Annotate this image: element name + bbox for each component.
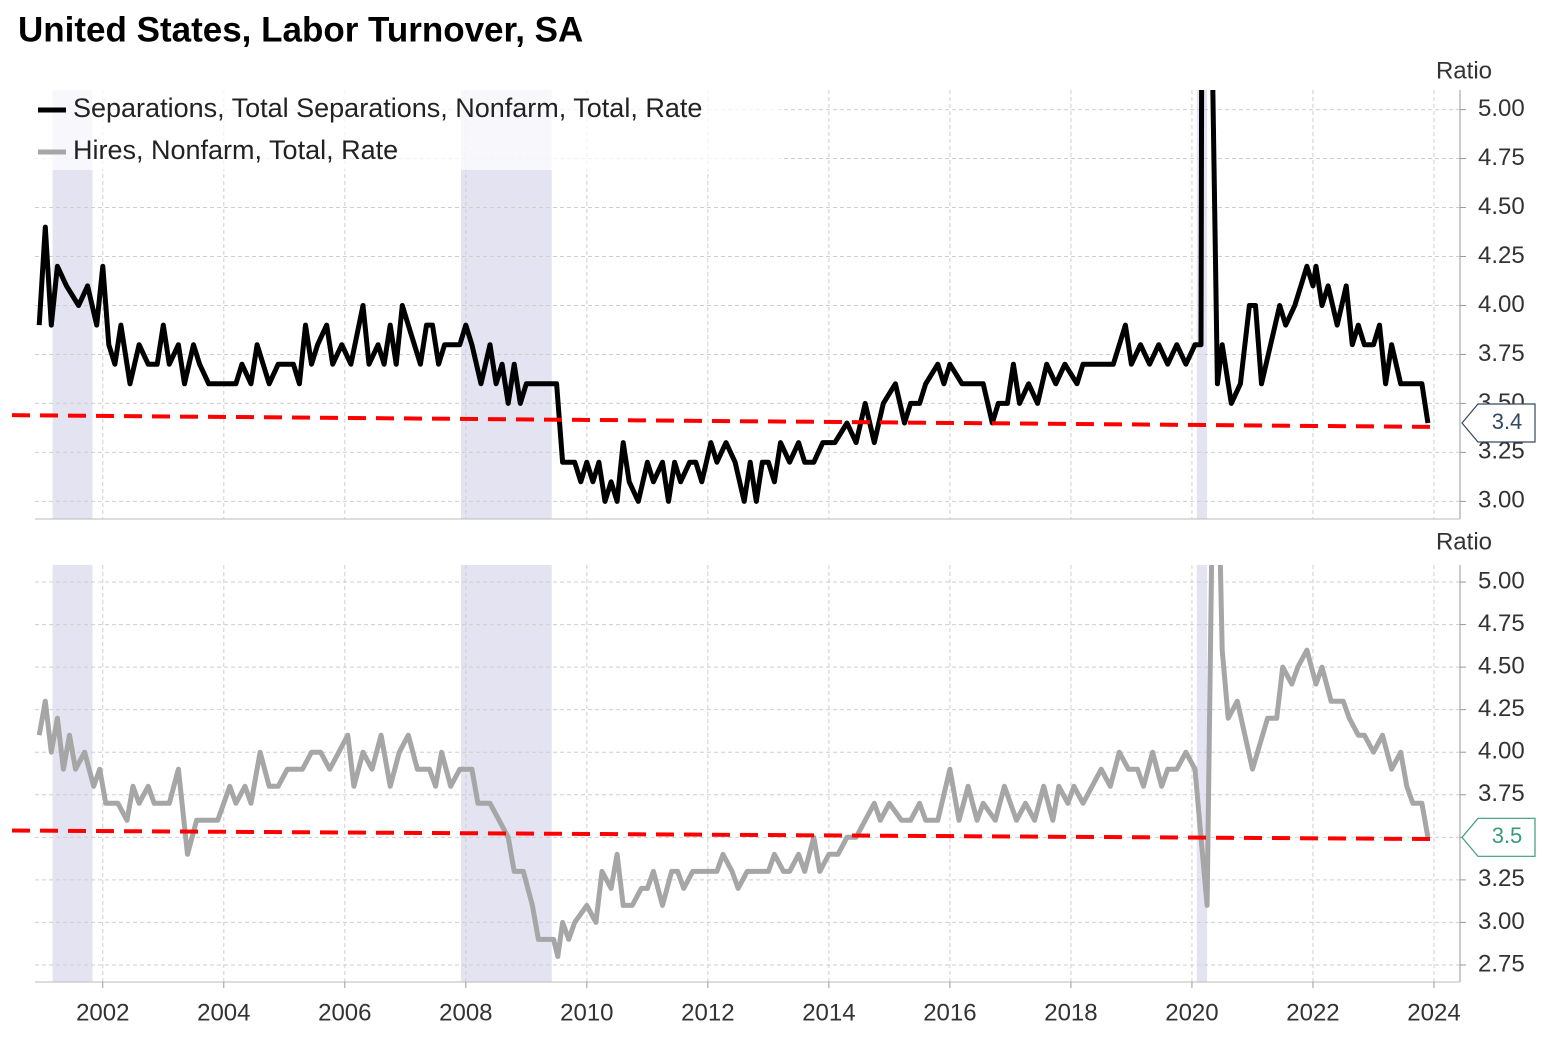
x-tick-label: 2022 [1286,999,1339,1026]
y-tick-label: 4.50 [1478,652,1525,679]
plot-area [36,90,1431,504]
y-axis-label: Ratio [1436,57,1492,84]
y-tick-label: 4.25 [1478,242,1525,269]
last-value-label: 3.5 [1492,823,1523,848]
x-tick-label: 2002 [76,999,129,1026]
y-tick-label: 5.00 [1478,95,1525,122]
recession-band [52,565,93,982]
y-tick-label: 4.00 [1478,291,1525,318]
last-value-tag [1461,403,1536,443]
chart-title: United States, Labor Turnover, SA [18,10,583,49]
x-tick-label: 2010 [560,999,613,1026]
y-tick-label: 4.00 [1478,738,1525,765]
x-tick-label: 2012 [681,999,734,1026]
y-tick-label: 3.25 [1478,865,1525,892]
y-tick-label: 5.00 [1478,567,1525,594]
y-tick-label: 3.00 [1478,487,1525,514]
series-line [36,90,1431,504]
y-tick-label: 2.75 [1478,950,1525,977]
x-tick-label: 2004 [197,999,250,1026]
y-tick-label: 4.75 [1478,144,1525,171]
y-tick-label: 3.00 [1478,908,1525,935]
last-value-label: 3.4 [1492,409,1523,434]
series-line [36,565,1431,959]
trend-line [11,828,1434,842]
y-tick-label: 4.50 [1478,193,1525,220]
x-tick-label: 2006 [318,999,371,1026]
y-tick-label: 4.75 [1478,610,1525,637]
x-tick-label: 2018 [1044,999,1097,1026]
x-tick-label: 2016 [923,999,976,1026]
y-tick-label: 3.75 [1478,340,1525,367]
y-tick-label: 3.75 [1478,780,1525,807]
legend-label: Hires, Nonfarm, Total, Rate [73,135,398,165]
x-tick-label: 2014 [802,999,855,1026]
trend-line [11,413,1434,429]
legend-label: Separations, Total Separations, Nonfarm,… [73,93,702,123]
x-tick-label: 2024 [1407,999,1460,1026]
last-value-tag [1461,817,1536,857]
legend-box [30,90,780,170]
recession-band [460,565,552,982]
y-axis-label: Ratio [1436,528,1492,555]
plot-area [36,565,1431,959]
x-tick-label: 2008 [439,999,492,1026]
recession-band [1196,565,1208,982]
y-tick-label: 4.25 [1478,695,1525,722]
x-tick-label: 2020 [1165,999,1218,1026]
